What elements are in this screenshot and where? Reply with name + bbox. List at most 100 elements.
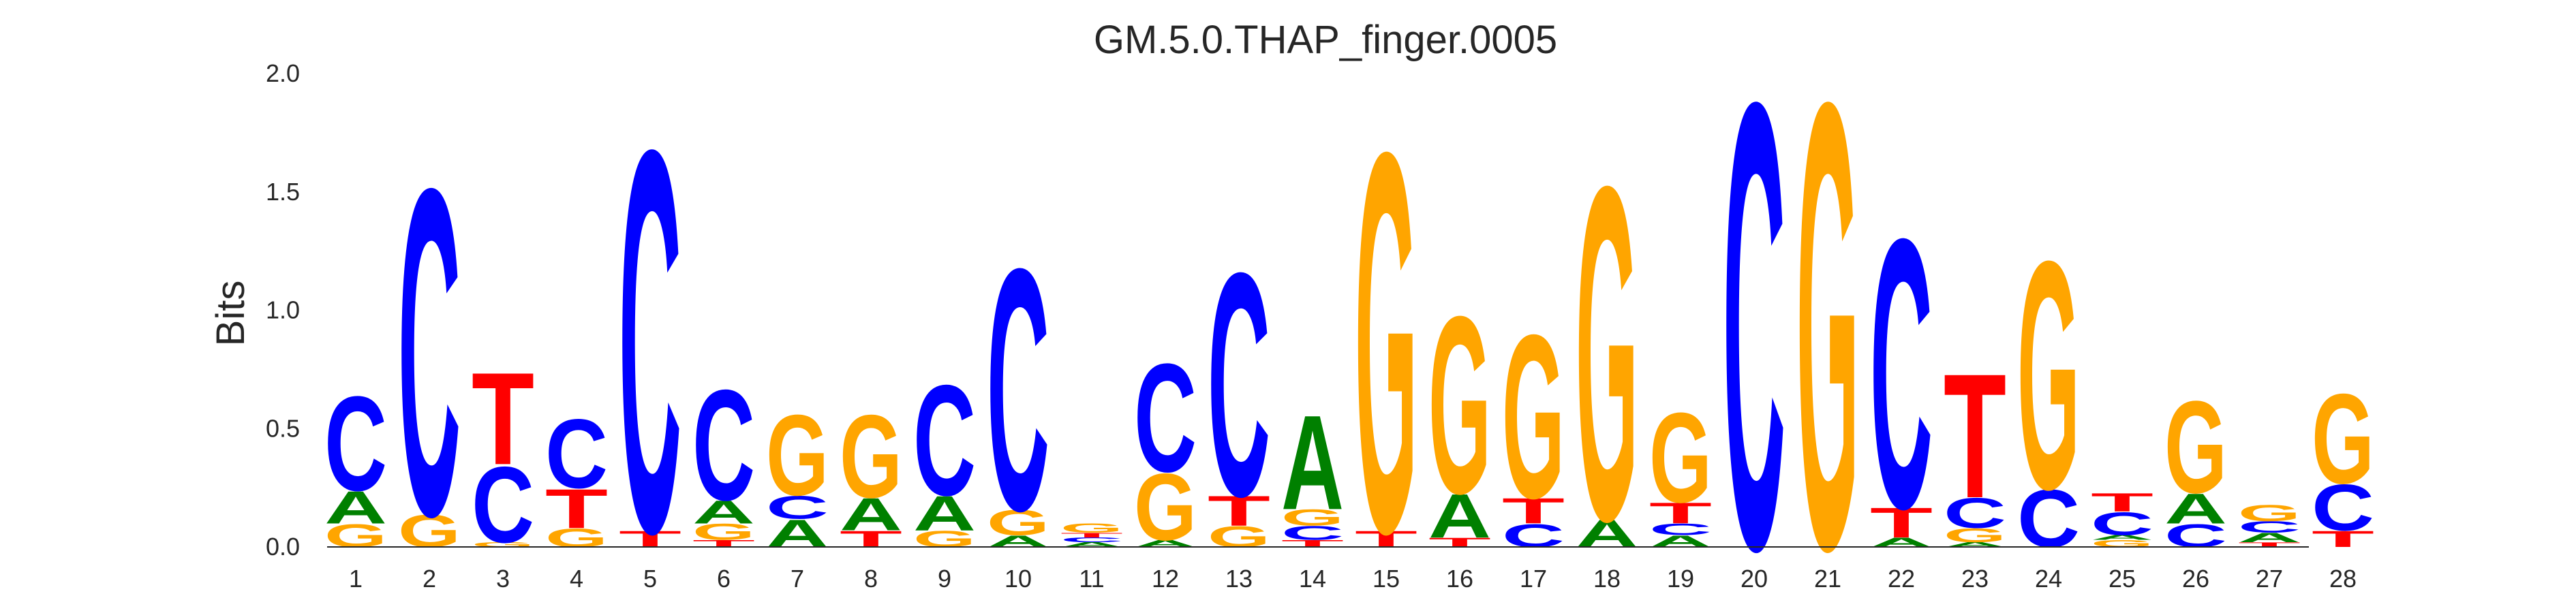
x-tick-label: 18 — [1593, 565, 1621, 593]
y-tick-label: 1.0 — [266, 296, 300, 324]
logo-letter-c: C — [692, 357, 755, 533]
logo-letter-g: G — [1796, 0, 1859, 613]
x-tick-label: 11 — [1079, 565, 1104, 593]
x-tick-label: 9 — [938, 565, 951, 593]
logo-letter-c: C — [1723, 0, 1785, 613]
x-tick-label: 16 — [1446, 565, 1473, 593]
logo-letter-g: G — [840, 390, 902, 522]
x-tick-label: 19 — [1667, 565, 1694, 593]
logo-letter-t: T — [1355, 526, 1417, 552]
logo-letter-c: C — [472, 443, 534, 565]
logo-letter-c: C — [1649, 520, 1712, 539]
logo-letter-t: T — [1870, 499, 1933, 547]
logo-letter-t: T — [1649, 497, 1712, 529]
logo-letter-a: A — [1428, 481, 1491, 550]
logo-letter-c: C — [1134, 331, 1197, 504]
logo-letter-g: G — [2312, 368, 2374, 511]
logo-letter-a: A — [1944, 541, 2006, 548]
logo-letter-a: A — [2238, 531, 2301, 545]
logo-letter-a: A — [1060, 541, 1123, 548]
x-tick-label: 23 — [1961, 565, 1989, 593]
y-tick-label: 0.5 — [266, 414, 300, 442]
logo-letter-g: G — [2238, 500, 2301, 526]
logo-letter-t: T — [2091, 488, 2153, 517]
logo-letter-a: A — [766, 511, 829, 555]
logo-letter-c: C — [2091, 506, 2153, 543]
y-tick-label: 1.5 — [266, 178, 300, 206]
x-tick-label: 22 — [1888, 565, 1915, 593]
logo-letter-c: C — [1060, 536, 1123, 544]
logo-letter-c: C — [2238, 518, 2301, 537]
x-axis-ticks: 1 2 3 4 5 6 7 8 9 10 11 12 13 14 15 16 17 18 19 20 21 22 23 24 2… — [349, 565, 2357, 593]
logo-letter-a: A — [1870, 535, 1933, 550]
logo-letter-t: T — [619, 526, 681, 552]
logo-letter-g: G — [987, 503, 1049, 543]
y-tick-label: 0.0 — [266, 533, 300, 561]
x-tick-label: 17 — [1520, 565, 1547, 593]
logo-letter-g: G — [1355, 40, 1417, 613]
logo-letter-g: G — [1502, 287, 1565, 547]
logo-letter-g: G — [398, 506, 461, 557]
logo-letter-c: C — [2312, 471, 2374, 545]
x-tick-label: 2 — [423, 565, 436, 593]
x-tick-label: 4 — [570, 565, 583, 593]
x-tick-label: 25 — [2109, 565, 2136, 593]
x-tick-label: 21 — [1814, 565, 1841, 593]
x-tick-label: 3 — [496, 565, 510, 593]
chart-title: GM.5.0.THAP_finger.0005 — [1094, 18, 1557, 62]
logo-letter-c: C — [1208, 206, 1270, 563]
x-tick-label: 24 — [2035, 565, 2062, 593]
x-tick-label: 15 — [1373, 565, 1400, 593]
y-axis-label: Bits — [209, 281, 253, 347]
logo-letter-c: C — [619, 37, 681, 613]
logo-letter-t: T — [2312, 526, 2374, 552]
y-tick-label: 2.0 — [266, 59, 300, 87]
logo-letter-g: G — [2017, 193, 2080, 557]
logo-letter-t: T — [1944, 337, 2006, 535]
logo-letter-c: C — [324, 368, 387, 519]
x-tick-label: 20 — [1741, 565, 1768, 593]
logo-letter-t: T — [1428, 535, 1491, 550]
logo-letter-c: C — [1502, 518, 1565, 554]
x-tick-label: 5 — [643, 565, 657, 593]
x-tick-label: 7 — [791, 565, 804, 593]
logo-letter-t: T — [1208, 488, 1270, 535]
x-tick-label: 12 — [1152, 565, 1179, 593]
logo-letter-g: G — [324, 518, 387, 554]
logo-letter-g: G — [1134, 454, 1197, 561]
logo-letter-a: A — [1576, 511, 1638, 555]
logo-letter-c: C — [766, 489, 829, 526]
x-tick-label: 8 — [864, 565, 878, 593]
logo-letter-c: C — [1870, 158, 1933, 588]
logo-letter-t: T — [472, 345, 534, 492]
logo-letter-g: G — [692, 519, 755, 545]
logo-letter-c: C — [398, 93, 461, 613]
x-tick-label: 26 — [2182, 565, 2209, 593]
logo-letter-a: A — [913, 486, 976, 541]
logo-letter-g: G — [1281, 505, 1344, 531]
logo-letter-c: C — [545, 399, 608, 509]
logo-letter-g: G — [1428, 264, 1491, 547]
logo-letter-g: G — [1576, 89, 1638, 613]
logo-letter-a: A — [692, 494, 755, 531]
logo-letter-g: G — [1208, 520, 1270, 554]
logo-letter-t: T — [840, 526, 902, 552]
y-axis-ticks: 0.0 0.5 1.0 1.5 2.0 — [266, 59, 300, 561]
x-tick-label: 1 — [349, 565, 363, 593]
logo-letter-c: C — [987, 198, 1049, 583]
logo-letter-t: T — [1060, 531, 1123, 539]
logo-letter-g: G — [1944, 524, 2006, 546]
logo-letter-g: G — [913, 526, 976, 552]
logo-letter-c: C — [1281, 522, 1344, 544]
logo-letter-a: A — [2091, 534, 2153, 541]
x-tick-label: 13 — [1225, 565, 1253, 593]
x-tick-label: 28 — [2329, 565, 2357, 593]
logo-letter-c: C — [913, 352, 976, 529]
logo-letter-g: G — [545, 523, 608, 552]
logo-letter-a: A — [840, 489, 902, 541]
logo-letter-g: G — [766, 391, 829, 520]
logo-letter-a: A — [1281, 388, 1344, 538]
x-tick-label: 6 — [717, 565, 731, 593]
